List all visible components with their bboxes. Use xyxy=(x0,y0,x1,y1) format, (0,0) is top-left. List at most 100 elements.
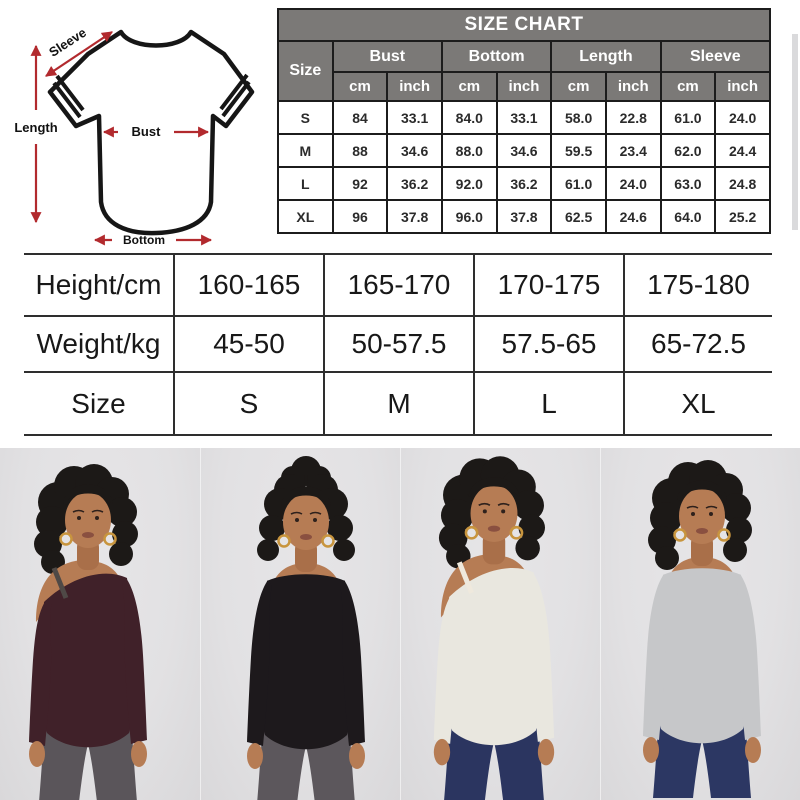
fit-row-height: Height/cm 160-165 165-170 170-175 175-18… xyxy=(24,253,772,315)
unit-header: inch xyxy=(604,71,662,102)
model-photo-cream xyxy=(400,448,600,800)
model-figure-black xyxy=(247,456,365,800)
size-row-xl: XL 96 37.8 96.0 37.8 62.5 24.6 64.0 25.2 xyxy=(277,199,771,234)
unit-header: cm xyxy=(440,71,498,102)
model-photo-light-gray xyxy=(600,448,800,800)
value-cell: 36.2 xyxy=(495,166,553,201)
value-cell: 96.0 xyxy=(440,199,498,234)
fit-value: 170-175 xyxy=(473,255,623,315)
size-cell: L xyxy=(277,166,334,201)
value-cell: 24.8 xyxy=(714,166,771,201)
fit-row-label: Height/cm xyxy=(35,269,162,300)
size-row-s: S 84 33.1 84.0 33.1 58.0 22.8 61.0 24.0 xyxy=(277,100,771,135)
value-cell: 62.5 xyxy=(550,199,607,234)
group-header-sleeve: Sleeve xyxy=(659,40,772,73)
size-row-m: M 88 34.6 88.0 34.6 59.5 23.4 62.0 24.4 xyxy=(277,133,771,168)
model-photo-black xyxy=(200,448,400,800)
value-cell: 23.4 xyxy=(604,133,662,168)
fit-value: 160-165 xyxy=(173,255,323,315)
value-cell: 24.6 xyxy=(604,199,662,234)
value-cell: 96 xyxy=(331,199,389,234)
bust-label: Bust xyxy=(132,124,162,139)
length-label: Length xyxy=(14,120,57,135)
unit-header: inch xyxy=(495,71,553,102)
value-cell: 37.8 xyxy=(386,199,443,234)
shirt xyxy=(29,573,147,748)
tshirt-measure-diagram: Sleeve Length Bust Bottom xyxy=(14,25,255,247)
model-photo-strip xyxy=(0,448,800,800)
fit-value: 45-50 xyxy=(173,317,323,371)
sleeve-arrow xyxy=(45,31,113,77)
bra-strap xyxy=(51,567,69,599)
fit-row-label: Weight/kg xyxy=(36,328,161,359)
size-cell: XL xyxy=(277,199,334,234)
fit-value: 175-180 xyxy=(623,255,772,315)
unit-header: cm xyxy=(550,71,607,102)
value-cell: 84 xyxy=(331,100,389,135)
shirt xyxy=(643,568,761,744)
size-cell: M xyxy=(277,133,334,168)
value-cell: 24.4 xyxy=(714,133,771,168)
value-cell: 59.5 xyxy=(550,133,607,168)
size-chart-table: SIZE CHART Size Bust Bottom Length Sleev… xyxy=(277,8,772,234)
fit-value: 65-72.5 xyxy=(623,317,772,371)
value-cell: 34.6 xyxy=(386,133,443,168)
fit-row-weight: Weight/kg 45-50 50-57.5 57.5-65 65-72.5 xyxy=(24,315,772,371)
fit-value: XL xyxy=(623,373,772,434)
value-cell: 33.1 xyxy=(386,100,443,135)
model-photo-dark-wine xyxy=(0,448,200,800)
fit-row-label: Size xyxy=(71,387,126,419)
value-cell: 88.0 xyxy=(440,133,498,168)
size-row-l: L 92 36.2 92.0 36.2 61.0 24.0 63.0 24.8 xyxy=(277,166,771,201)
value-cell: 84.0 xyxy=(440,100,498,135)
value-cell: 92.0 xyxy=(440,166,498,201)
value-cell: 92 xyxy=(331,166,389,201)
group-header-bottom: Bottom xyxy=(440,40,553,73)
fit-value: 50-57.5 xyxy=(323,317,473,371)
model-figure-dark-wine xyxy=(29,464,147,800)
shirt xyxy=(433,568,555,746)
size-cell: S xyxy=(277,100,334,135)
size-chart-units-row: cm inch cm inch cm inch cm inch xyxy=(278,71,771,102)
value-cell: 25.2 xyxy=(714,199,771,234)
value-cell: 61.0 xyxy=(659,100,717,135)
model-figure-light-gray xyxy=(643,460,761,798)
fit-value: S xyxy=(173,373,323,434)
cuff-stripes xyxy=(52,73,251,119)
fit-value: M xyxy=(323,373,473,434)
size-column-header: Size xyxy=(277,40,334,102)
fit-value: 165-170 xyxy=(323,255,473,315)
unit-header: inch xyxy=(714,71,771,102)
value-cell: 37.8 xyxy=(495,199,553,234)
unit-header: inch xyxy=(386,71,443,102)
tshirt-outline xyxy=(47,29,255,236)
group-header-length: Length xyxy=(550,40,662,73)
shirt xyxy=(247,574,365,750)
fit-row-size: Size S M L XL xyxy=(24,371,772,434)
unit-header: cm xyxy=(659,71,717,102)
value-cell: 64.0 xyxy=(659,199,717,234)
fit-guide-table: Height/cm 160-165 165-170 170-175 175-18… xyxy=(24,253,772,436)
unit-header: cm xyxy=(331,71,389,102)
fit-value: 57.5-65 xyxy=(473,317,623,371)
value-cell: 36.2 xyxy=(386,166,443,201)
value-cell: 34.6 xyxy=(495,133,553,168)
value-cell: 63.0 xyxy=(659,166,717,201)
measure-arrows xyxy=(30,31,213,246)
value-cell: 88 xyxy=(331,133,389,168)
size-chart-group-row: Size Bust Bottom Length Sleeve xyxy=(277,40,772,102)
value-cell: 61.0 xyxy=(550,166,607,201)
value-cell: 62.0 xyxy=(659,133,717,168)
size-chart-title-row: SIZE CHART xyxy=(277,8,771,42)
fit-value: L xyxy=(473,373,623,434)
value-cell: 24.0 xyxy=(714,100,771,135)
bottom-label: Bottom xyxy=(123,233,165,247)
value-cell: 58.0 xyxy=(550,100,607,135)
bra-strap xyxy=(456,561,474,594)
group-header-bust: Bust xyxy=(331,40,443,73)
value-cell: 22.8 xyxy=(604,100,662,135)
model-figure-cream xyxy=(433,456,555,800)
scan-edge-artifact xyxy=(792,34,798,230)
size-chart-title: SIZE CHART xyxy=(277,8,771,42)
